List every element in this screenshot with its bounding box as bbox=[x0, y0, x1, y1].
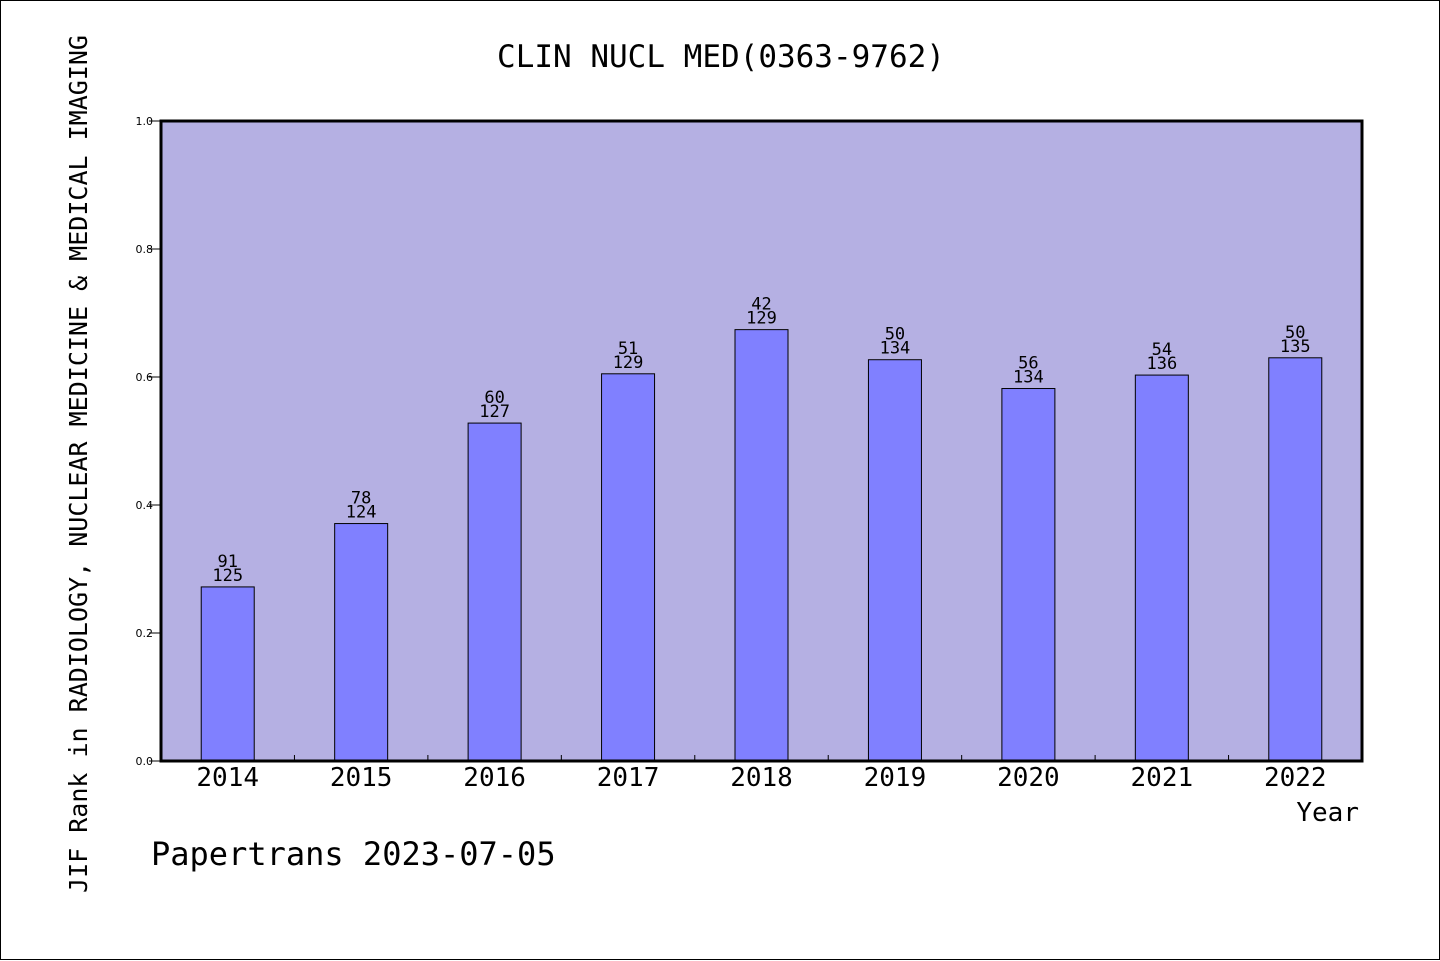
bar-2015 bbox=[334, 523, 389, 762]
x-tick-label-2015: 2015 bbox=[330, 763, 393, 793]
bar-rank-label-2014: 91 bbox=[217, 552, 237, 572]
bar-total-label-2020: 134 bbox=[1013, 368, 1044, 388]
bar-total-label-2014: 125 bbox=[212, 566, 243, 586]
x-tick-label-2018: 2018 bbox=[730, 763, 793, 793]
bar-2022 bbox=[1268, 357, 1323, 762]
x-tick-label-2014: 2014 bbox=[196, 763, 259, 793]
x-tick-label-2019: 2019 bbox=[864, 763, 927, 793]
bar-rank-label-2018: 42 bbox=[751, 295, 771, 315]
bar-total-label-2022: 135 bbox=[1280, 337, 1311, 357]
bar-total-label-2015: 124 bbox=[346, 503, 377, 523]
y-tick-label: 0.4 bbox=[136, 499, 154, 512]
bars-group bbox=[200, 329, 1323, 762]
bar-rank-label-2021: 54 bbox=[1152, 340, 1172, 360]
bar-2018 bbox=[734, 329, 789, 762]
y-tick-label: 0.6 bbox=[136, 371, 154, 384]
y-tick-label: 0.0 bbox=[136, 755, 154, 768]
y-tick-label: 0.8 bbox=[136, 243, 154, 256]
y-axis-label: JIF Rank in RADIOLOGY, NUCLEAR MEDICINE … bbox=[64, 35, 93, 893]
bar-total-label-2018: 129 bbox=[746, 309, 777, 329]
y-tick-label: 1.0 bbox=[136, 115, 154, 128]
y-axis-ticks: 0.0 0.2 0.4 0.6 0.8 1.0 bbox=[136, 115, 161, 768]
bar-rank-label-2020: 56 bbox=[1018, 354, 1038, 374]
bar-total-label-2017: 129 bbox=[613, 353, 644, 373]
x-tick-label-2016: 2016 bbox=[463, 763, 526, 793]
bar-labels-group: 9112578124601275112942129501345613454136… bbox=[212, 295, 1310, 586]
bar-2021 bbox=[1134, 374, 1189, 762]
bar-total-label-2016: 127 bbox=[479, 402, 510, 422]
bar-total-label-2019: 134 bbox=[880, 339, 911, 359]
bar-2014 bbox=[200, 586, 255, 762]
plot-border bbox=[159, 119, 1364, 763]
bar-2016 bbox=[467, 422, 522, 762]
bar-rank-label-2015: 78 bbox=[351, 489, 371, 509]
x-tick-label-2022: 2022 bbox=[1264, 763, 1327, 793]
x-axis-label: Year bbox=[1296, 798, 1359, 828]
x-tick-label-2020: 2020 bbox=[997, 763, 1060, 793]
x-axis-ticks: 2014 2015 2016 2017 2018 2019 2020 2021 2022 bbox=[196, 755, 1327, 793]
bar-rank-label-2022: 50 bbox=[1285, 323, 1305, 343]
x-tick-label-2021: 2021 bbox=[1131, 763, 1194, 793]
bar-rank-label-2019: 50 bbox=[885, 325, 905, 345]
bar-2019 bbox=[867, 359, 922, 762]
bar-rank-label-2017: 51 bbox=[618, 339, 638, 359]
bar-total-label-2021: 136 bbox=[1146, 354, 1177, 374]
bar-2020 bbox=[1001, 388, 1056, 762]
footer-text: Papertrans 2023-07-05 bbox=[151, 835, 556, 873]
chart-title: CLIN NUCL MED(0363-9762) bbox=[497, 39, 945, 75]
bar-2017 bbox=[601, 373, 656, 762]
x-tick-label-2017: 2017 bbox=[597, 763, 660, 793]
bar-rank-label-2016: 60 bbox=[484, 388, 504, 408]
y-tick-label: 0.2 bbox=[136, 627, 154, 640]
